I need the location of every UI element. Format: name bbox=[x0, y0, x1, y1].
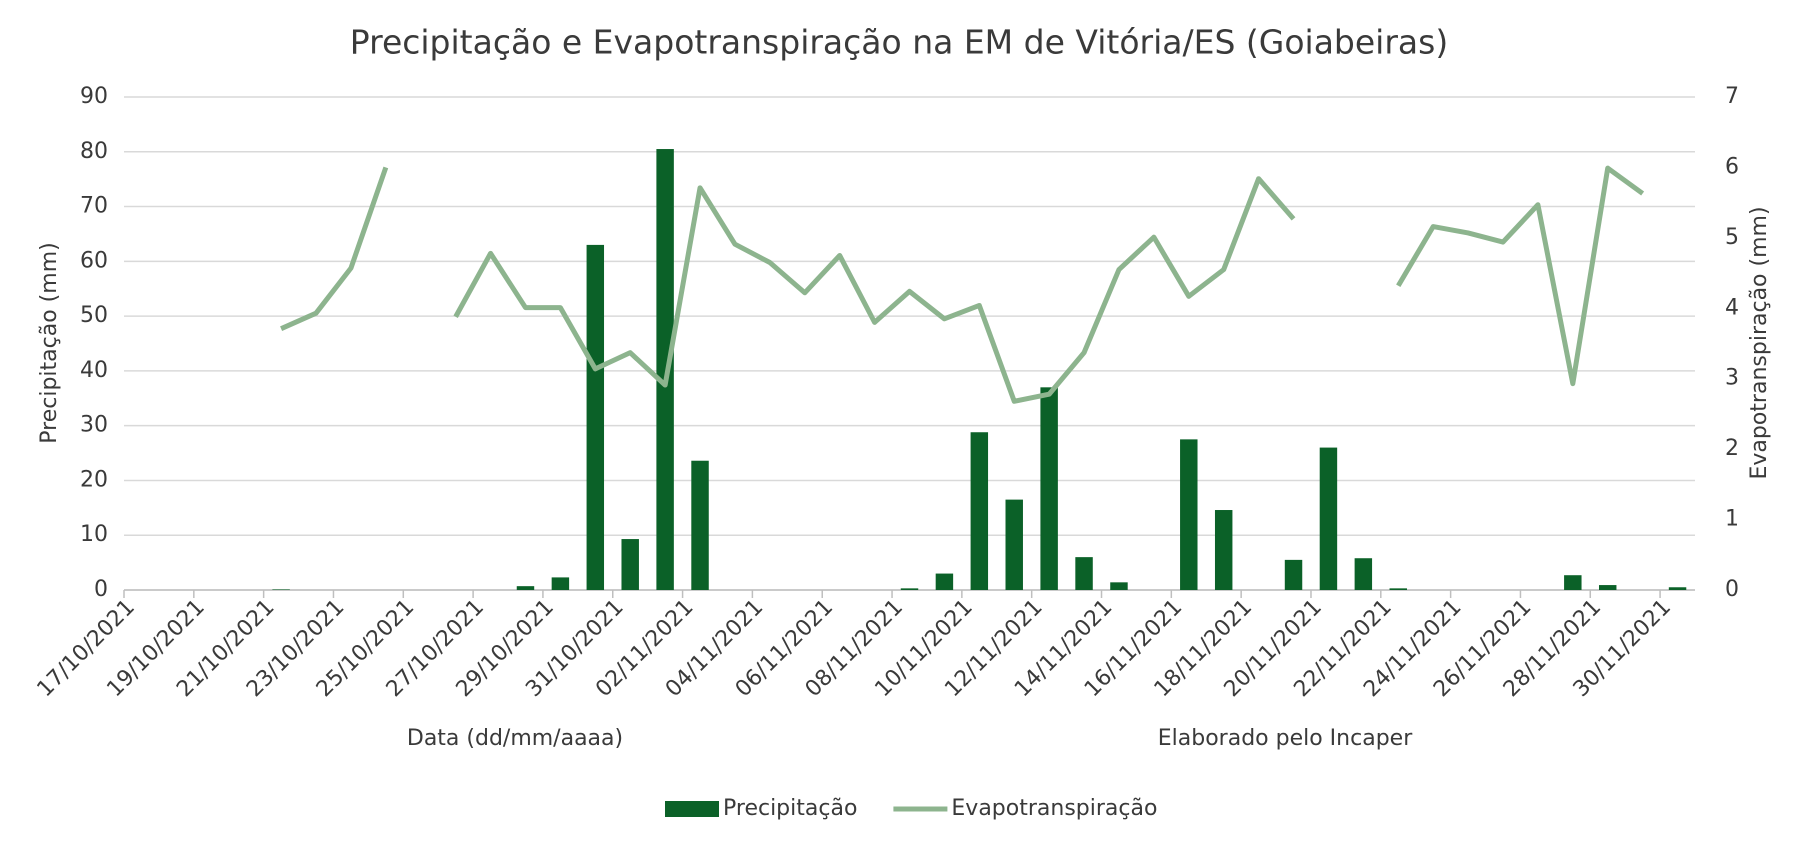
y-tick-label: 80 bbox=[80, 139, 108, 164]
y-tick-label: 0 bbox=[94, 577, 108, 602]
bar bbox=[1598, 585, 1617, 590]
bar bbox=[656, 149, 674, 591]
y2-tick-label: 0 bbox=[1725, 577, 1739, 602]
legend-label: Precipitação bbox=[723, 796, 857, 821]
bar bbox=[1040, 387, 1058, 590]
y-tick-label: 60 bbox=[80, 248, 108, 273]
y-tick-label: 40 bbox=[80, 358, 108, 383]
x-axis-label: Data (dd/mm/aaaa) bbox=[407, 726, 623, 751]
bar bbox=[1214, 510, 1233, 590]
y2-axis-label: Evapotranspiração (mm) bbox=[1747, 206, 1772, 479]
legend-swatch bbox=[665, 801, 719, 817]
y2-tick-label: 4 bbox=[1725, 295, 1739, 320]
bar bbox=[516, 586, 535, 590]
note: Elaborado pelo Incaper bbox=[1158, 726, 1413, 751]
bar bbox=[1354, 558, 1373, 590]
bar bbox=[1110, 582, 1128, 590]
y2-tick-label: 1 bbox=[1725, 507, 1739, 532]
bar bbox=[900, 588, 919, 590]
y2-tick-label: 6 bbox=[1725, 154, 1739, 179]
bar bbox=[1180, 439, 1198, 590]
y-tick-label: 70 bbox=[80, 194, 108, 219]
bar bbox=[1389, 588, 1407, 590]
y-tick-label: 10 bbox=[80, 522, 108, 547]
bar bbox=[621, 539, 639, 590]
bar bbox=[551, 577, 570, 590]
y-tick-label: 20 bbox=[80, 467, 108, 492]
bar bbox=[1564, 575, 1582, 590]
bar bbox=[1284, 559, 1303, 590]
y-axis-label: Precipitação (mm) bbox=[37, 242, 62, 443]
bar bbox=[1668, 587, 1687, 590]
bar bbox=[1075, 557, 1093, 590]
y-tick-label: 90 bbox=[80, 84, 108, 109]
y2-tick-label: 3 bbox=[1725, 366, 1739, 391]
y-tick-label: 50 bbox=[80, 303, 108, 328]
bar bbox=[691, 460, 709, 590]
bar bbox=[1005, 499, 1023, 590]
bar bbox=[970, 432, 989, 590]
y-tick-label: 30 bbox=[80, 413, 108, 438]
bar bbox=[586, 244, 605, 590]
y2-tick-label: 5 bbox=[1725, 225, 1739, 250]
legend-label: Evapotranspiração bbox=[951, 796, 1157, 821]
bar bbox=[935, 573, 954, 590]
bar bbox=[1319, 447, 1338, 590]
line bbox=[280, 165, 1645, 404]
chart-title: Precipitação e Evapotranspiração na EM d… bbox=[350, 23, 1448, 62]
y2-tick-label: 7 bbox=[1725, 84, 1739, 109]
bar bbox=[272, 589, 290, 590]
y2-tick-label: 2 bbox=[1725, 436, 1739, 461]
